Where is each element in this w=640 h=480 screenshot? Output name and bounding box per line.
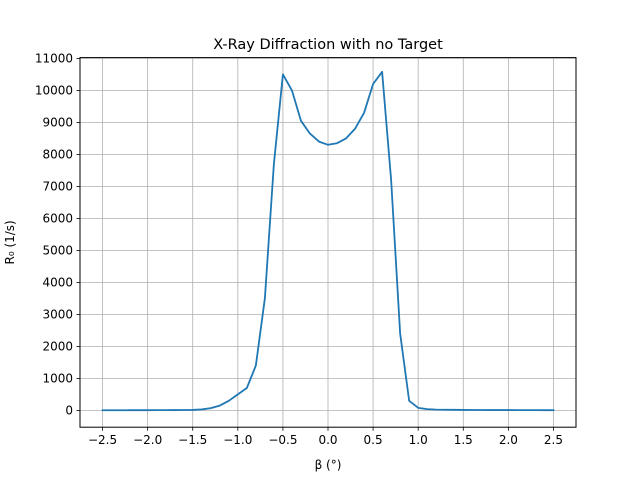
y-tick-label: 1000 <box>42 372 73 386</box>
x-tick-label: 2.0 <box>499 433 518 447</box>
y-tick-label: 3000 <box>42 308 73 322</box>
x-tick-label: 0.0 <box>318 433 337 447</box>
x-tick-label: 2.5 <box>544 433 563 447</box>
x-tick-label: 1.0 <box>409 433 428 447</box>
y-tick-label: 5000 <box>42 244 73 258</box>
y-tick-label: 8000 <box>42 148 73 162</box>
y-tick-label: 6000 <box>42 212 73 226</box>
x-tick-label: 1.5 <box>454 433 473 447</box>
plot-lines <box>101 70 555 412</box>
series-line <box>101 70 555 412</box>
x-axis-label: β (°) <box>315 458 342 472</box>
x-tick-label: −1.5 <box>178 433 207 447</box>
y-tick-label: 4000 <box>42 276 73 290</box>
y-tick-label: 2000 <box>42 340 73 354</box>
y-tick-label: 0 <box>65 404 73 418</box>
x-tick-label: −2.0 <box>133 433 162 447</box>
y-tick-label: 11000 <box>35 52 73 66</box>
y-axis: 0 1000 2000 3000 4000 5000 6000 7000 8000 9000 100… <box>35 52 80 418</box>
x-tick-label: −0.5 <box>268 433 297 447</box>
x-tick-label: 0.5 <box>364 433 383 447</box>
x-tick-label: −2.5 <box>88 433 117 447</box>
y-tick-label: 7000 <box>42 180 73 194</box>
chart-title: X-Ray Diffraction with no Target <box>213 37 443 53</box>
y-tick-label: 10000 <box>35 84 73 98</box>
y-axis-label: R₀ (1/s) <box>3 220 17 264</box>
x-tick-label: −1.0 <box>223 433 252 447</box>
y-tick-label: 9000 <box>42 116 73 130</box>
x-axis: −2.5 −2.0 −1.5 −1.0 −0.5 0.0 0.5 1.0 1.5 2.0 2.5 <box>88 427 563 447</box>
